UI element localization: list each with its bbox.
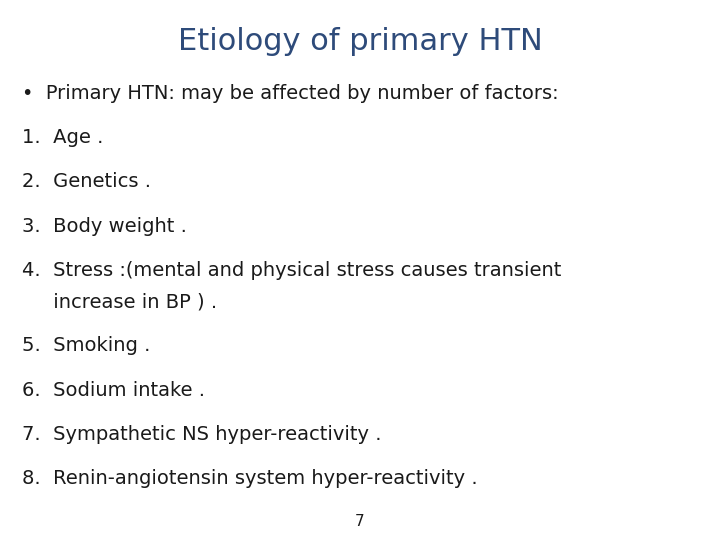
Text: 4.  Stress :(mental and physical stress causes transient: 4. Stress :(mental and physical stress c… [22, 261, 561, 280]
Text: •  Primary HTN: may be affected by number of factors:: • Primary HTN: may be affected by number… [22, 84, 558, 103]
Text: 3.  Body weight .: 3. Body weight . [22, 217, 186, 235]
Text: 6.  Sodium intake .: 6. Sodium intake . [22, 381, 204, 400]
Text: 2.  Genetics .: 2. Genetics . [22, 172, 150, 191]
Text: Etiology of primary HTN: Etiology of primary HTN [178, 27, 542, 56]
Text: 7.  Sympathetic NS hyper-reactivity .: 7. Sympathetic NS hyper-reactivity . [22, 425, 381, 444]
Text: 8.  Renin-angiotensin system hyper-reactivity .: 8. Renin-angiotensin system hyper-reacti… [22, 469, 477, 488]
Text: 7: 7 [355, 514, 365, 529]
Text: 5.  Smoking .: 5. Smoking . [22, 336, 150, 355]
Text: increase in BP ) .: increase in BP ) . [22, 292, 217, 311]
Text: 1.  Age .: 1. Age . [22, 128, 103, 147]
